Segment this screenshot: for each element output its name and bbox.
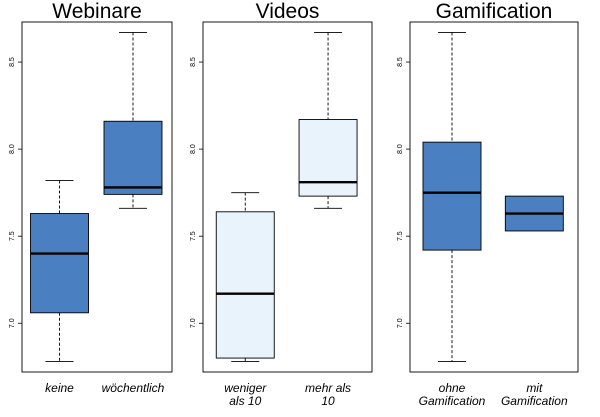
panel-title: Webinare: [52, 0, 142, 23]
category-label: keine: [45, 381, 74, 395]
y-tick-label: 8.0: [190, 144, 197, 154]
y-tick-label: 7.5: [9, 231, 16, 241]
y-tick-label: 8.5: [9, 57, 16, 67]
plot-frame: [202, 21, 373, 373]
y-tick-label: 7.0: [190, 318, 197, 328]
box-0: [215, 192, 275, 363]
y-tick-label: 8.5: [397, 57, 404, 67]
box-0: [30, 180, 89, 363]
box-iqr: [298, 119, 358, 197]
box-1: [298, 31, 358, 209]
box-iqr: [215, 211, 275, 359]
box-0: [422, 31, 482, 363]
box-iqr: [422, 141, 482, 251]
box-1: [103, 31, 163, 209]
category-label: mehr als: [305, 381, 351, 395]
panel-title: Gamification: [436, 0, 553, 23]
y-tick-label: 8.0: [9, 144, 16, 154]
category-label: Gamification: [501, 394, 568, 408]
category-label: 10: [321, 394, 335, 408]
panel-0: Webinare 7.0 7.5 8.0 8.5 keine wöchentlich: [9, 0, 173, 395]
panel-title: Videos: [256, 0, 320, 23]
category-label: ohne: [439, 381, 466, 395]
y-tick-label: 8.0: [397, 144, 404, 154]
y-tick-label: 7.0: [397, 318, 404, 328]
box-iqr: [30, 213, 89, 314]
category-label: mit: [526, 381, 543, 395]
y-tick-label: 8.5: [190, 57, 197, 67]
category-label: weniger: [224, 381, 267, 395]
panel-2: Gamification7.07.58.08.5ohneGamification…: [397, 0, 579, 408]
plot-frame: [409, 21, 579, 373]
y-tick-label: 7.0: [9, 318, 16, 328]
plot-frame: [21, 21, 173, 373]
box-iqr: [103, 120, 163, 195]
y-tick-label: 7.5: [397, 231, 404, 241]
y-tick-label: 7.5: [190, 231, 197, 241]
category-label: als 10: [229, 394, 261, 408]
box-1: [504, 195, 564, 232]
category-label: wöchentlich: [102, 381, 165, 395]
category-label: Gamification: [419, 394, 486, 408]
